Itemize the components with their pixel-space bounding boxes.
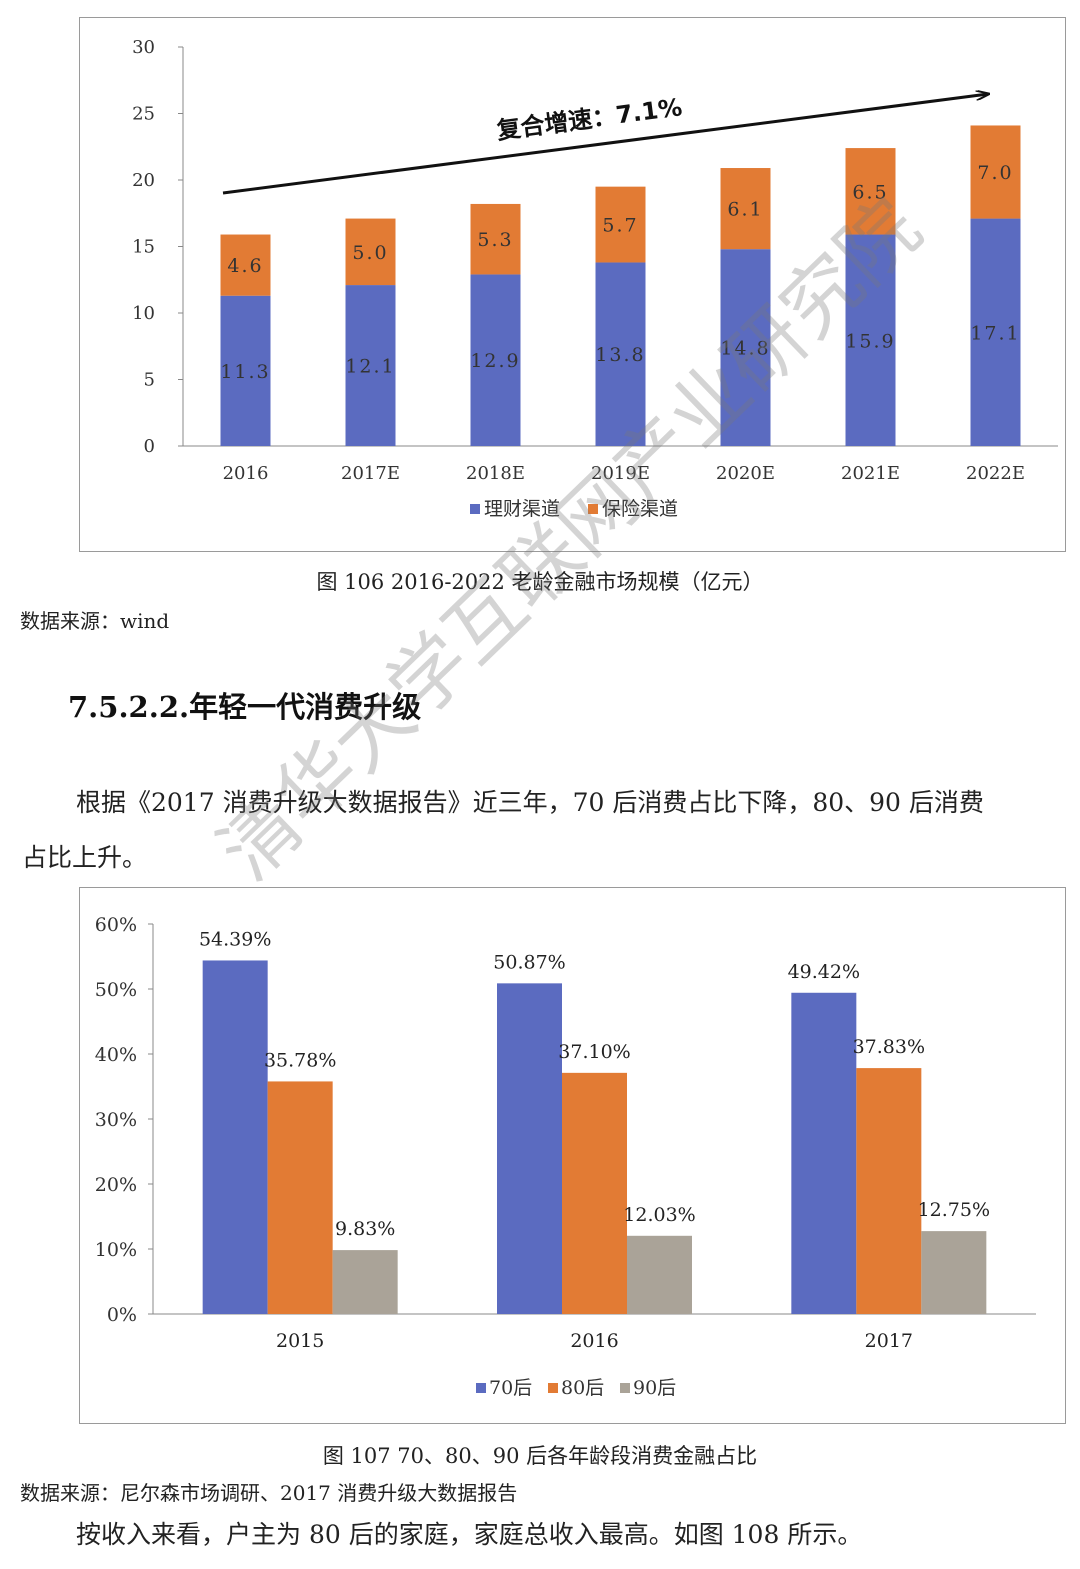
data-label: 5.3: [477, 229, 513, 251]
bar-insurance: [720, 168, 771, 250]
y-tick-label: 0: [144, 436, 155, 457]
data-label: 15.9: [845, 330, 895, 352]
x-tick-label: 2021E: [841, 463, 900, 484]
legend-label: 90后: [633, 1377, 676, 1399]
x-tick-label: 2017E: [341, 463, 400, 484]
data-label: 12.1: [345, 356, 395, 378]
x-tick-label: 2016: [570, 1330, 618, 1352]
data-label: 5.7: [602, 215, 638, 237]
bar-insurance: [470, 203, 521, 275]
legend-label: 理财渠道: [484, 498, 560, 520]
data-label: 12.75%: [918, 1199, 990, 1221]
market-chart-source: 数据来源：wind: [20, 609, 170, 633]
bar-wealth: [720, 249, 771, 446]
y-tick-label: 15: [132, 237, 155, 258]
paragraph-line-2: 占比上升。: [22, 843, 148, 872]
y-tick-label: 50%: [95, 979, 137, 1001]
paragraph-income: 按收入来看，户主为 80 后的家庭，家庭总收入最高。如图 108 所示。: [76, 1520, 863, 1549]
bar-wealth: [470, 274, 521, 446]
legend-swatch: [548, 1383, 558, 1393]
legend-label: 保险渠道: [602, 498, 678, 520]
data-label: 9.83%: [335, 1218, 395, 1240]
x-tick-label: 2019E: [591, 463, 650, 484]
y-tick-label: 20: [132, 170, 155, 191]
bar-80s: [267, 1081, 333, 1314]
paragraph-line-1: 根据《2017 消费升级大数据报告》近三年，70 后消费占比下降，80、90 后…: [76, 788, 984, 817]
x-tick-label: 2020E: [716, 463, 775, 484]
data-label: 7.0: [977, 162, 1013, 184]
y-tick-label: 30%: [95, 1109, 137, 1131]
data-label: 12.9: [470, 350, 520, 372]
y-tick-label: 10: [132, 303, 155, 324]
bar-80s: [856, 1068, 922, 1314]
legend-label: 70后: [489, 1377, 532, 1399]
data-label: 12.03%: [623, 1204, 695, 1226]
data-label: 54.39%: [199, 928, 271, 950]
data-label: 37.10%: [558, 1041, 630, 1063]
consumption-chart-caption: 图 107 70、80、90 后各年龄段消费金融占比: [322, 1444, 758, 1468]
bar-70s: [202, 960, 268, 1314]
legend-swatch: [620, 1383, 630, 1393]
market-chart-svg: 0 5 10 15 20 25 30 11.3 4.6 2016 12.1 5.0 2017E 12.9 5…: [132, 37, 1058, 520]
data-label: 4.6: [227, 255, 263, 277]
bar-wealth: [970, 218, 1021, 446]
data-label: 37.83%: [853, 1036, 925, 1058]
bar-insurance: [595, 186, 646, 263]
bar-70s: [791, 992, 857, 1314]
section-heading: 7.5.2.2.年轻一代消费升级: [68, 690, 422, 724]
bar-insurance: [845, 148, 896, 235]
x-tick-label: 2017: [865, 1330, 913, 1352]
x-tick-label: 2022E: [966, 463, 1025, 484]
data-label: 35.78%: [264, 1049, 336, 1071]
data-label: 6.1: [727, 199, 763, 221]
bar-90s: [332, 1250, 398, 1314]
data-label: 49.42%: [788, 961, 860, 983]
bar-insurance: [345, 218, 396, 286]
bar-insurance: [220, 234, 271, 296]
bar-wealth: [845, 234, 896, 446]
bar-90s: [921, 1231, 987, 1314]
growth-arrow: [222, 94, 988, 195]
data-label: 5.0: [352, 242, 388, 264]
data-label: 50.87%: [493, 951, 565, 973]
y-tick-label: 0%: [107, 1304, 137, 1326]
data-label: 11.3: [220, 361, 270, 383]
bar-insurance: [970, 125, 1021, 219]
x-tick-label: 2016: [223, 463, 269, 484]
y-tick-label: 30: [132, 37, 155, 58]
x-tick-label: 2015: [276, 1330, 324, 1352]
y-tick-label: 40%: [95, 1044, 137, 1066]
data-label: 17.1: [970, 322, 1020, 344]
consumption-chart: 0% 10% 20% 30% 40% 50% 60% 54.39% 35.78% 9.83% 201…: [79, 887, 1066, 1424]
data-label: 6.5: [852, 181, 888, 203]
data-label: 14.8: [720, 338, 770, 360]
consumption-chart-source: 数据来源：尼尔森市场调研、2017 消费升级大数据报告: [20, 1481, 518, 1505]
bar-wealth: [220, 295, 271, 446]
y-tick-label: 5: [144, 370, 155, 391]
y-tick-label: 20%: [95, 1174, 137, 1196]
legend-swatch: [476, 1383, 486, 1393]
legend-swatch: [588, 504, 598, 514]
bar-wealth: [595, 262, 646, 446]
bar-80s: [562, 1072, 627, 1314]
market-chart: 0 5 10 15 20 25 30 11.3 4.6 2016 12.1 5.0 2017E 12.9 5…: [79, 17, 1066, 552]
bar-90s: [627, 1235, 692, 1314]
bar-wealth: [345, 285, 396, 446]
consumption-chart-svg: 0% 10% 20% 30% 40% 50% 60% 54.39% 35.78% 9.83% 201…: [95, 914, 1036, 1399]
data-label: 13.8: [595, 344, 645, 366]
bar-70s: [497, 983, 562, 1314]
legend-swatch: [470, 504, 480, 514]
legend-label: 80后: [561, 1377, 604, 1399]
market-chart-caption: 图 106 2016-2022 老龄金融市场规模（亿元）: [316, 570, 764, 594]
y-tick-label: 10%: [95, 1239, 137, 1261]
x-tick-label: 2018E: [466, 463, 525, 484]
y-tick-label: 60%: [95, 914, 137, 936]
y-tick-label: 25: [132, 104, 155, 125]
